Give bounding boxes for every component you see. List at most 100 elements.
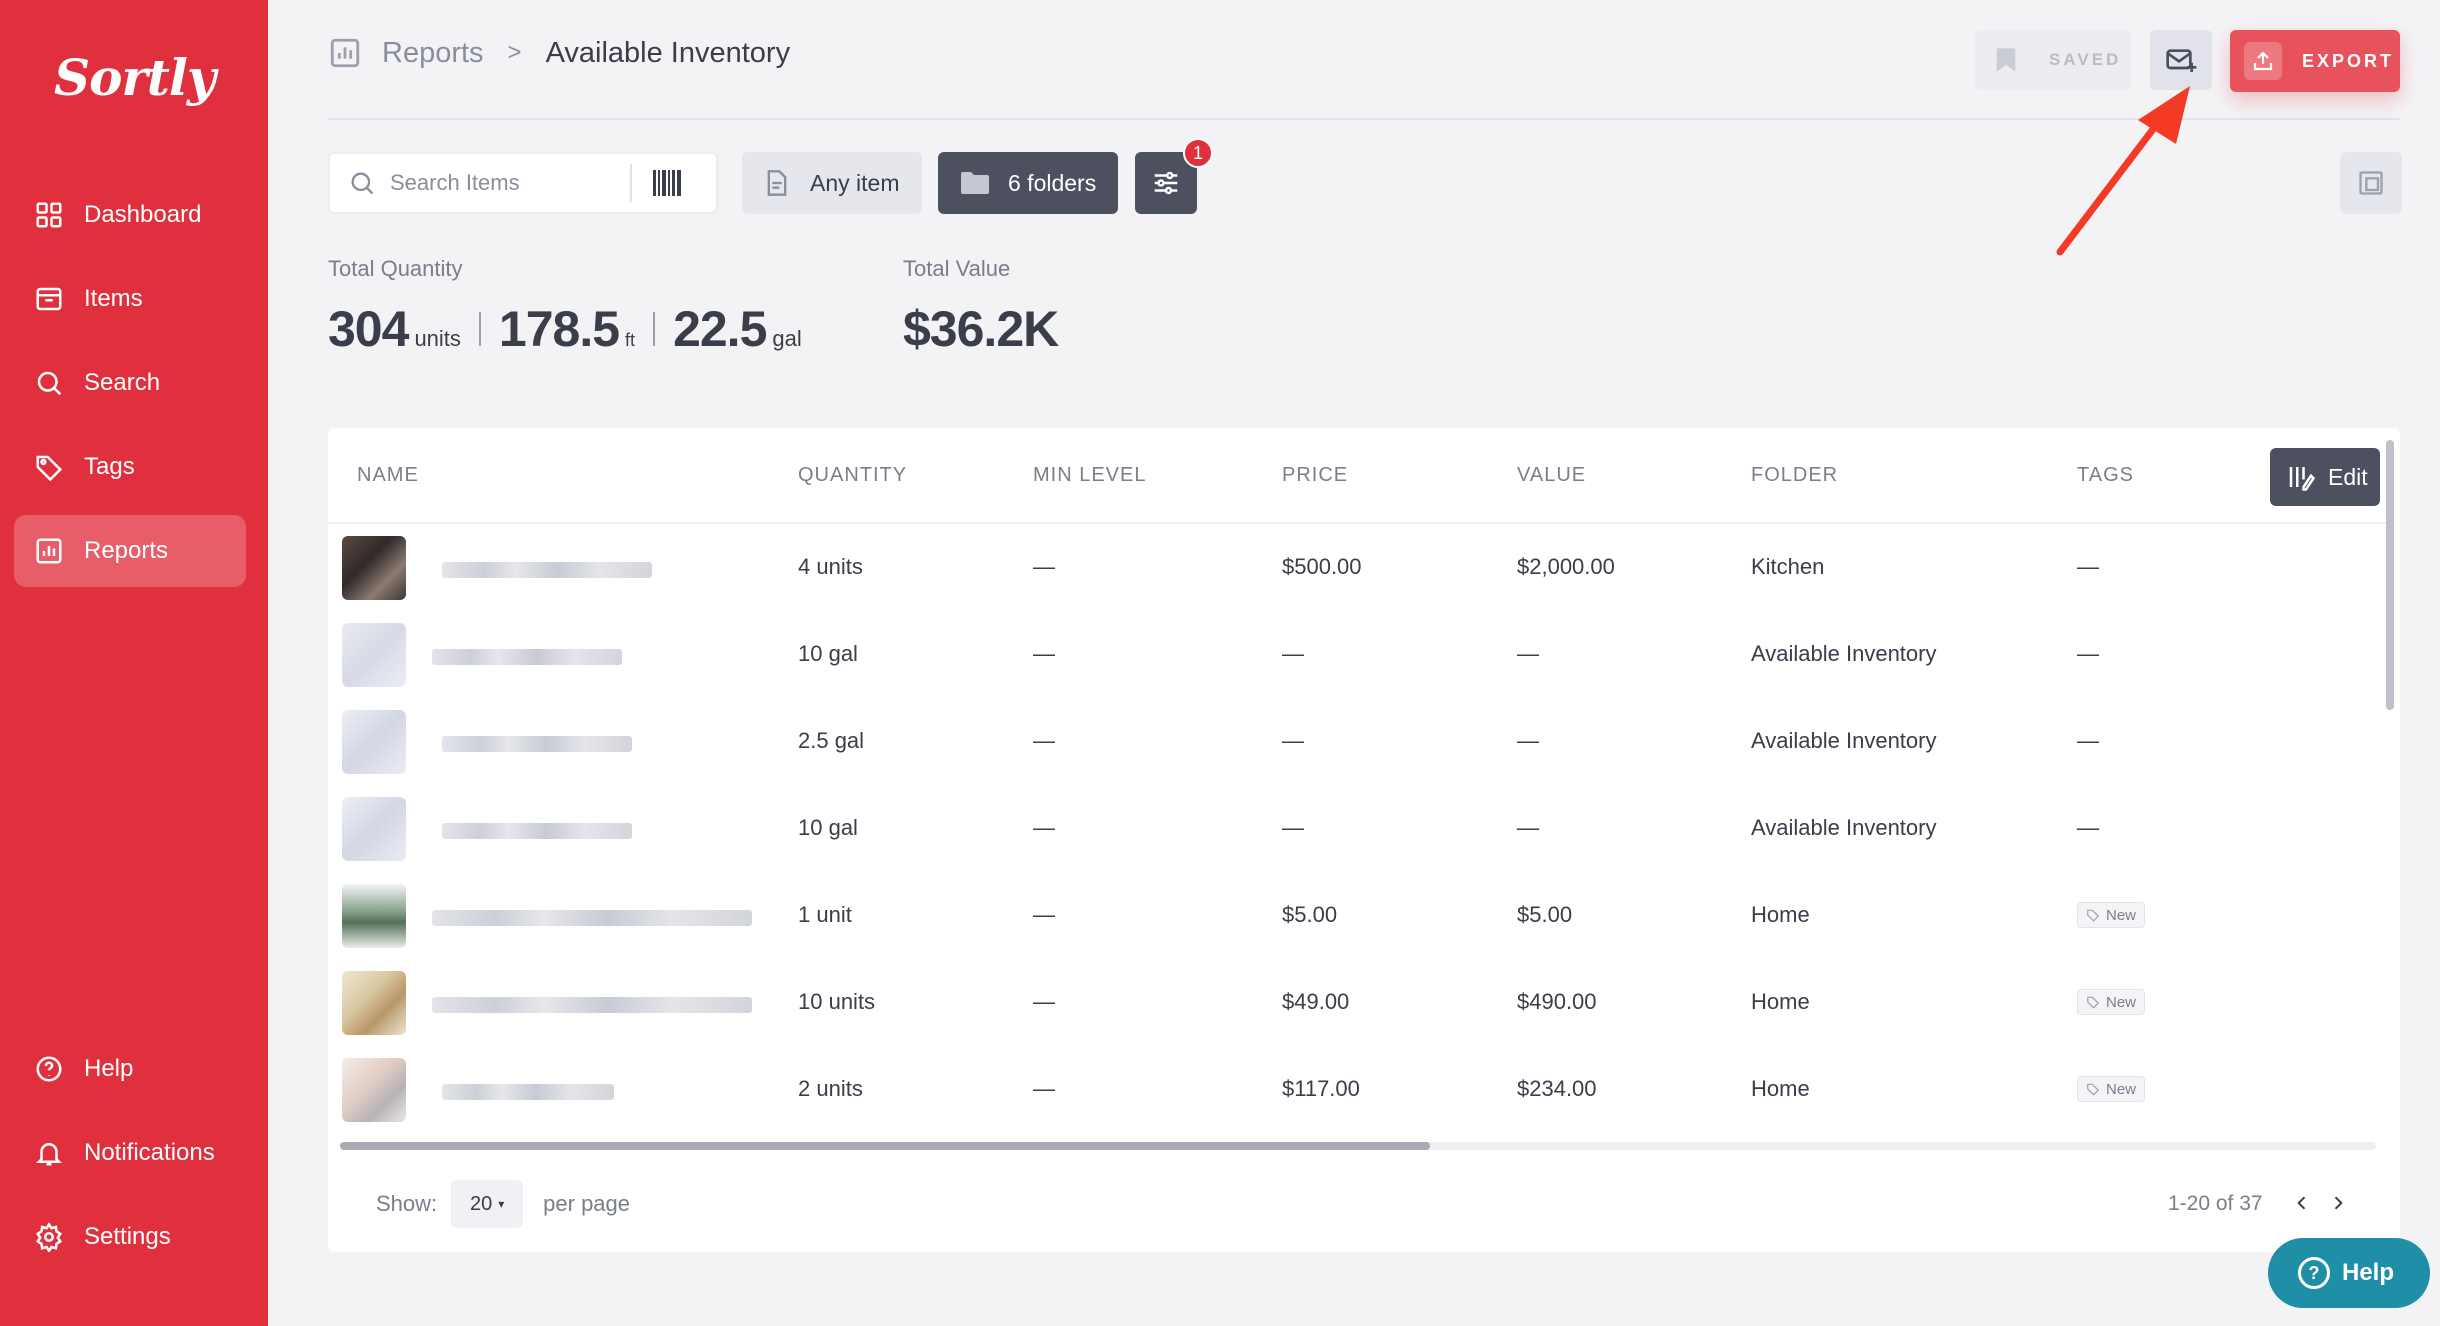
saved-button[interactable]: SAVED	[1975, 30, 2131, 90]
breadcrumb-root[interactable]: Reports	[382, 36, 484, 69]
cell-price: $5.00	[1282, 902, 1338, 927]
vertical-scrollbar[interactable]	[2386, 440, 2394, 1140]
sidebar-item-settings[interactable]: Settings	[14, 1201, 246, 1273]
edit-label: Edit	[2328, 463, 2368, 490]
any-item-label: Any item	[810, 169, 900, 196]
folder-icon	[961, 172, 989, 194]
help-icon	[34, 1054, 64, 1084]
edit-columns-button[interactable]: Edit	[2270, 448, 2380, 506]
sidebar-item-label: Settings	[84, 1223, 171, 1250]
table-row[interactable]: 2 units — $117.00 $234.00 Home New	[328, 1046, 2388, 1133]
cell-value: $2,000.00	[1517, 554, 1615, 579]
table-row[interactable]: 2.5 gal — — — Available Inventory —	[328, 698, 2388, 785]
cell-folder[interactable]: Home	[1751, 989, 1810, 1014]
tag-badge[interactable]: New	[2077, 989, 2146, 1015]
column-header-folder[interactable]: FOLDER	[1751, 464, 1839, 486]
export-label: EXPORT	[2302, 50, 2395, 71]
cell-folder[interactable]: Home	[1751, 1076, 1810, 1101]
item-thumbnail	[342, 797, 406, 861]
divider	[653, 312, 656, 346]
total-value: $36.2K	[903, 300, 1059, 358]
horizontal-scrollbar[interactable]	[340, 1142, 2376, 1150]
barcode-scan-icon[interactable]	[632, 170, 702, 196]
saved-label: SAVED	[2049, 50, 2122, 69]
items-icon	[34, 284, 64, 314]
tag-icon	[2087, 1083, 2100, 1096]
cell-tags: —	[2077, 554, 2099, 579]
item-thumbnail	[342, 884, 406, 948]
cell-folder[interactable]: Available Inventory	[1751, 641, 1937, 666]
cell-folder[interactable]: Available Inventory	[1751, 815, 1937, 840]
cell-folder[interactable]: Available Inventory	[1751, 728, 1937, 753]
breadcrumb-separator: >	[507, 39, 522, 66]
help-chat-button[interactable]: ? Help	[2268, 1238, 2430, 1308]
horizontal-scroll-thumb[interactable]	[340, 1142, 1430, 1150]
total-value-label: Total Value	[903, 256, 1011, 281]
cell-folder[interactable]: Home	[1751, 902, 1810, 927]
search-icon	[348, 169, 376, 197]
per-page-select[interactable]: 20 ▾	[451, 1180, 524, 1228]
cell-min-level: —	[1033, 728, 1055, 753]
question-icon: ?	[2298, 1257, 2330, 1289]
cell-quantity: 1 unit	[798, 902, 852, 927]
total-quantity-label: Total Quantity	[328, 256, 463, 281]
sidebar-item-label: Reports	[84, 537, 169, 564]
total-qty-value: 22.5	[673, 301, 767, 357]
table-row[interactable]: 1 unit — $5.00 $5.00 Home New	[328, 872, 2388, 959]
breadcrumb: Reports > Available Inventory	[328, 36, 790, 70]
table-row[interactable]: 10 gal — — — Available Inventory —	[328, 611, 2388, 698]
item-thumbnail	[342, 710, 406, 774]
sidebar-item-search[interactable]: Search	[14, 347, 246, 419]
total-qty-unit: units	[414, 326, 461, 351]
table-row[interactable]: 10 units — $49.00 $490.00 Home New	[328, 959, 2388, 1046]
cell-min-level: —	[1033, 902, 1055, 927]
folders-filter-button[interactable]: 6 folders	[938, 152, 1118, 214]
cell-tags: —	[2077, 641, 2099, 666]
reports-icon	[34, 536, 64, 566]
column-header-value[interactable]: VALUE	[1517, 464, 1587, 486]
column-header-price[interactable]: PRICE	[1282, 464, 1349, 486]
item-name-blurred	[442, 823, 632, 839]
any-item-filter-button[interactable]: Any item	[742, 152, 922, 214]
total-value-amount: $36.2K	[903, 301, 1059, 357]
search-icon	[34, 368, 64, 398]
column-header-tags[interactable]: TAGS	[2077, 464, 2134, 486]
item-thumbnail	[342, 971, 406, 1035]
layout-icon	[2359, 171, 2383, 195]
cell-price: —	[1282, 641, 1304, 666]
item-name-blurred	[442, 736, 632, 752]
tag-badge[interactable]: New	[2077, 1076, 2146, 1102]
cell-quantity: 10 units	[798, 989, 876, 1014]
sidebar-item-reports[interactable]: Reports	[14, 515, 246, 587]
total-qty-unit: ft	[625, 330, 636, 350]
cell-min-level: —	[1033, 989, 1055, 1014]
prev-page-button[interactable]	[2288, 1188, 2316, 1218]
cell-value: —	[1517, 815, 1539, 840]
cell-value: $490.00	[1517, 989, 1597, 1014]
schedule-email-button[interactable]	[2150, 30, 2212, 90]
search-input[interactable]	[390, 170, 630, 196]
cell-tags: —	[2077, 815, 2099, 840]
table-row[interactable]: 10 gal — — — Available Inventory —	[328, 785, 2388, 872]
sidebar-item-help[interactable]: Help	[14, 1033, 246, 1105]
sortly-logo[interactable]: Sortly	[54, 48, 216, 107]
table-row[interactable]: 4 units — $500.00 $2,000.00 Kitchen —	[328, 524, 2388, 611]
cell-min-level: —	[1033, 554, 1055, 579]
export-button[interactable]: EXPORT	[2230, 30, 2400, 92]
sidebar-item-tags[interactable]: Tags	[14, 431, 246, 503]
column-header-min-level[interactable]: MIN LEVEL	[1033, 464, 1147, 486]
cell-folder[interactable]: Kitchen	[1751, 554, 1825, 579]
layout-toggle-button[interactable]	[2340, 152, 2402, 214]
cell-price: $117.00	[1282, 1076, 1360, 1101]
column-header-name[interactable]: NAME	[357, 464, 419, 486]
next-page-button[interactable]	[2324, 1188, 2352, 1218]
cell-price: $500.00	[1282, 554, 1362, 579]
page-header: Reports > Available Inventory SAVED EXPO…	[328, 0, 2400, 120]
sidebar-item-dashboard[interactable]: Dashboard	[14, 179, 246, 251]
vertical-scroll-thumb[interactable]	[2386, 440, 2394, 710]
column-header-quantity[interactable]: QUANTITY	[798, 464, 908, 486]
sidebar-item-notifications[interactable]: Notifications	[14, 1117, 246, 1189]
sidebar-item-label: Items	[84, 285, 143, 312]
tag-badge[interactable]: New	[2077, 902, 2146, 928]
sidebar-item-items[interactable]: Items	[14, 263, 246, 335]
